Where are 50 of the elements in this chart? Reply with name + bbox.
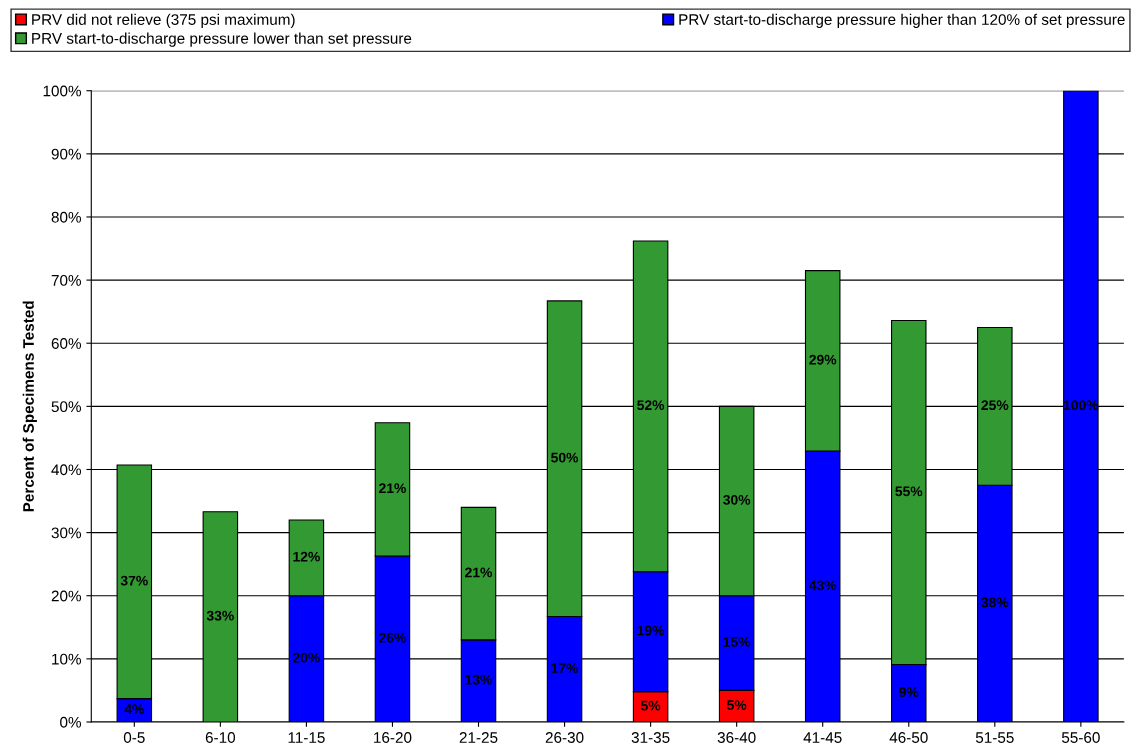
data-label: 21% xyxy=(465,567,493,578)
x-tick-label: 6-10 xyxy=(205,732,236,743)
legend-label: PRV start-to-discharge pressure higher than 120% of set pressure xyxy=(679,13,1125,28)
data-label: 26% xyxy=(379,632,406,643)
data-label: 29% xyxy=(809,354,837,365)
legend-label: PRV did not relieve (375 psi maximum) xyxy=(32,13,295,28)
data-label: 4% xyxy=(124,704,144,714)
x-tick-label: 55-60 xyxy=(1061,732,1100,743)
y-tick-label: 40% xyxy=(51,464,82,476)
x-tick-label: 16-20 xyxy=(374,732,412,743)
data-label: 50% xyxy=(551,452,579,463)
y-tick-label: 50% xyxy=(51,401,82,413)
x-tick-label: 46-50 xyxy=(889,732,928,743)
data-label: 19% xyxy=(637,625,665,636)
data-label: 43% xyxy=(809,580,837,591)
data-label: 13% xyxy=(465,674,493,685)
data-label: 12% xyxy=(293,551,320,562)
data-label: 52% xyxy=(637,400,665,411)
y-tick-label: 30% xyxy=(51,527,82,539)
y-tick-label: 10% xyxy=(52,653,82,665)
x-tick-label: 36-40 xyxy=(717,732,756,743)
data-label: 25% xyxy=(981,400,1009,411)
y-tick-label: 70% xyxy=(51,274,82,286)
y-tick-label: 60% xyxy=(51,338,82,349)
x-tick-label: 51-55 xyxy=(975,732,1014,743)
data-label: 5% xyxy=(641,700,661,711)
data-label: 15% xyxy=(723,637,751,647)
data-label: 5% xyxy=(727,700,747,710)
y-tick-label: 90% xyxy=(51,148,82,160)
y-tick-label: 0% xyxy=(60,716,82,728)
data-label: 37% xyxy=(120,575,148,586)
x-tick-label: 31-35 xyxy=(631,732,670,743)
x-tick-label: 26-30 xyxy=(545,732,584,743)
y-axis-title: Percent of Specimens Tested xyxy=(22,301,37,512)
y-tick-label: 20% xyxy=(51,590,82,602)
data-label: 17% xyxy=(551,663,579,673)
x-tick-label: 0-5 xyxy=(123,732,145,743)
y-tick-label: 80% xyxy=(51,211,82,223)
data-label: 21% xyxy=(379,483,406,494)
data-label: 20% xyxy=(292,652,320,663)
x-tick-label: 21-25 xyxy=(459,732,498,743)
data-label: 55% xyxy=(895,486,923,497)
data-label: 33% xyxy=(206,610,234,621)
y-tick-label: 100% xyxy=(43,85,82,97)
data-label: 38% xyxy=(981,597,1009,608)
data-label: 9% xyxy=(899,687,919,697)
legend-label: PRV start-to-discharge pressure lower than set pressure xyxy=(32,32,412,47)
data-label: 30% xyxy=(723,494,751,505)
x-tick-label: 11-15 xyxy=(288,732,325,743)
x-tick-label: 41-45 xyxy=(803,732,842,743)
